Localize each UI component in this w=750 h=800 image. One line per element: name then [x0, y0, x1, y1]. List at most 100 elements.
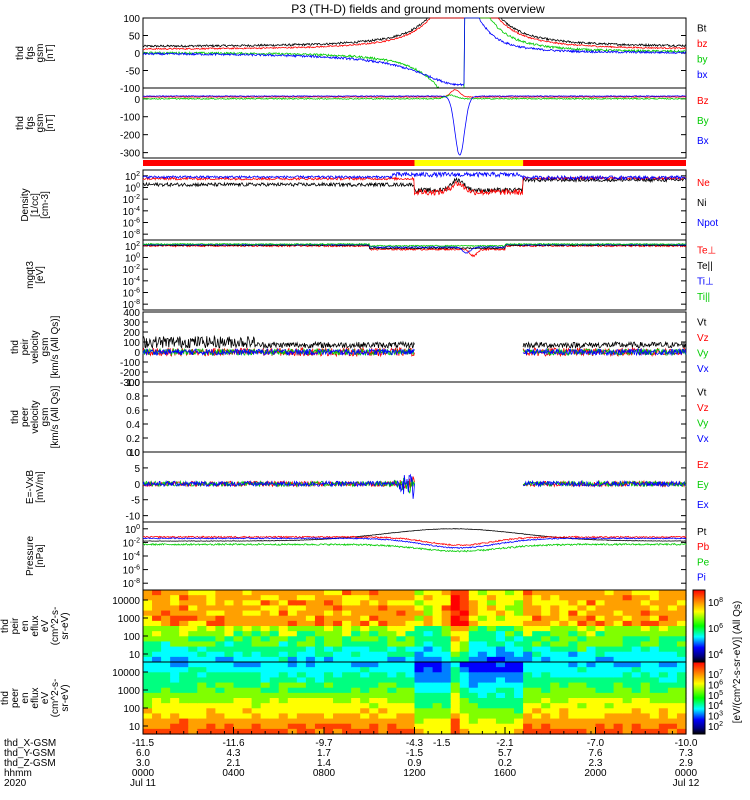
spectrogram-cell [170, 626, 180, 632]
ytick-label-peer_spec: 10 [129, 722, 141, 733]
spectrogram-cell [278, 641, 289, 648]
spectrogram-cell [369, 723, 379, 730]
ylabel-line: eV [40, 620, 51, 633]
spectrogram-cell [622, 600, 633, 607]
xaxis-value: Jul 12 [673, 778, 700, 789]
spectrogram-cell [631, 631, 642, 637]
spectrogram-cell [432, 687, 443, 694]
spectrogram-cell [595, 728, 606, 735]
spectrogram-cell [676, 646, 687, 653]
spectrogram-cell [631, 718, 642, 725]
spectrogram-cell [604, 636, 615, 643]
spectrogram-cell [378, 590, 388, 596]
spectrogram-cell [170, 610, 180, 617]
spectrogram-cell [179, 656, 189, 663]
spectrogram-cell [577, 626, 588, 632]
spectrogram-cell [505, 626, 515, 632]
spectrogram-cell [432, 610, 443, 617]
spectrogram-cell [613, 682, 624, 689]
spectrogram-cell [369, 626, 379, 632]
spectrogram-cell [369, 651, 379, 658]
spectrogram-cell [369, 600, 379, 607]
series-fgs_xl-By [142, 94, 687, 101]
spectrogram-cell [342, 656, 352, 663]
spectrogram-cell [314, 723, 325, 730]
spectrogram-cell [613, 600, 624, 607]
spectrogram-cell [622, 646, 633, 653]
series-pressure-Pi [142, 537, 687, 549]
spectrogram-cell [305, 692, 316, 699]
spectrogram-cell [251, 703, 262, 709]
spectrogram-cell [342, 713, 352, 720]
ytick-label-vi: 100 [123, 338, 140, 349]
spectrogram-cell [423, 620, 434, 627]
spectrogram-cell [396, 590, 407, 596]
spectrogram-cell [459, 728, 470, 735]
spectrogram-cell [486, 595, 497, 601]
spectrogram-cell [197, 605, 207, 612]
spectrogram-cell [296, 672, 307, 679]
spectrogram-cell [640, 636, 651, 643]
spectrogram-cell [188, 687, 198, 694]
spectrogram-cell [251, 605, 262, 612]
spectrogram-cell [622, 713, 633, 720]
spectrogram-cell [477, 718, 488, 725]
spectrogram-cell [468, 610, 479, 617]
spectrogram-cell [541, 698, 551, 704]
spectrogram-cell [233, 615, 244, 622]
spectrogram-cell [224, 667, 235, 673]
spectrogram-cell [179, 703, 189, 709]
spectrogram-cell [360, 636, 370, 643]
spectrogram-cell [586, 723, 597, 730]
spectrogram-cell [586, 698, 597, 704]
spectrogram-cell [586, 631, 597, 637]
spectrogram-cell [604, 713, 615, 720]
ylabel-fgs_xl: thd fgs gsm [nT] [15, 114, 56, 133]
xaxis-row-label-2: thd_Z-GSM [4, 758, 56, 769]
spectrogram-cell [450, 605, 461, 612]
spectrogram-cell [251, 590, 262, 596]
spectrogram-cell [595, 656, 606, 663]
spectrogram-cell [179, 651, 189, 658]
spectrogram-cell [604, 692, 615, 699]
spectrogram-cell [324, 646, 334, 653]
spectrogram-cell [333, 728, 343, 735]
spectrogram-cell [468, 620, 479, 627]
spectrogram-cell [387, 636, 397, 643]
spectrogram-cell [622, 723, 633, 730]
spectrogram-cell [559, 708, 569, 715]
spectrogram-cell [197, 600, 207, 607]
spectrogram-cell [278, 620, 289, 627]
spectrogram-cell [215, 656, 226, 663]
ylabel-line: en [20, 620, 31, 631]
spectrogram-cell [378, 605, 388, 612]
spectrogram-cell [514, 656, 524, 663]
spectrogram-cell [233, 641, 244, 648]
status-bar-segment-2 [523, 160, 686, 166]
spectrogram-cell [305, 703, 316, 709]
spectrogram-cell [550, 641, 560, 648]
spectrogram-cell [514, 631, 524, 637]
spectrogram-cell [396, 718, 407, 725]
spectrogram-cell [360, 713, 370, 720]
spectrogram-cell [296, 641, 307, 648]
spectrogram-cell [568, 667, 578, 673]
spectrogram-cell [387, 631, 397, 637]
spectrogram-cell [396, 662, 407, 668]
spectrogram-cell [251, 641, 262, 648]
spectrogram-cell [468, 636, 479, 643]
spectrogram-cell [333, 708, 343, 715]
spectrogram-cell [550, 677, 560, 684]
spectrogram-cell [541, 590, 551, 596]
spectrogram-cell [206, 662, 216, 668]
spectrogram-cell [305, 656, 316, 663]
spectrogram-cell [296, 662, 307, 668]
ylabel-line: mgqt3 [25, 261, 36, 289]
spectrogram-cell [559, 595, 569, 601]
spectrogram-cell [459, 605, 470, 612]
spectrogram-cell [242, 703, 253, 709]
spectrogram-cell [278, 708, 289, 715]
spectrogram-cell [423, 667, 434, 673]
spectrogram-cell [441, 636, 452, 643]
